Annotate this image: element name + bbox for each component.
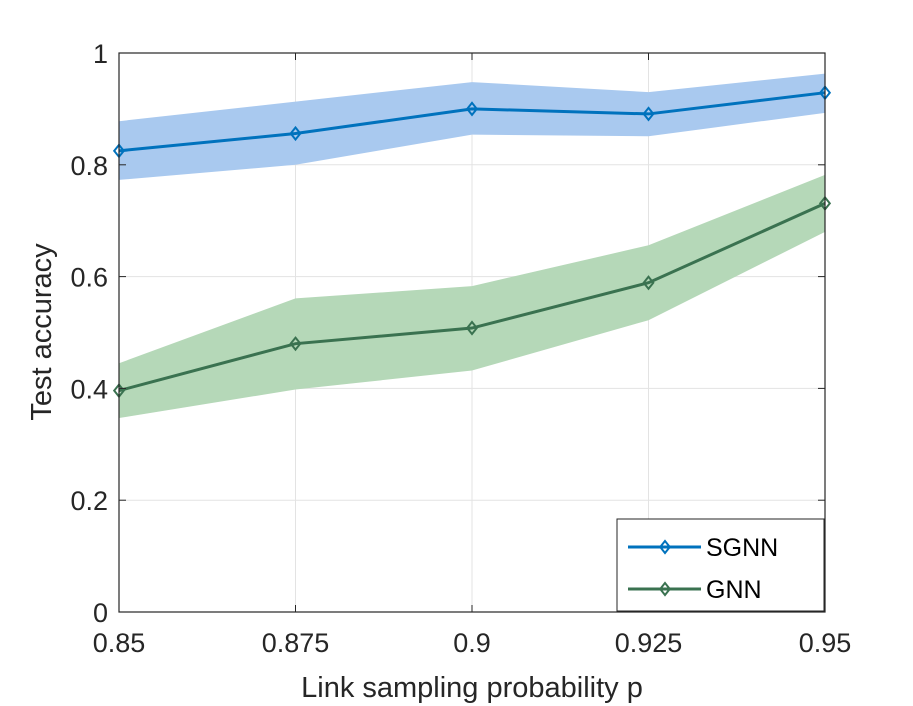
sgnn-point	[465, 101, 479, 117]
x-tick-label: 0.9	[453, 628, 491, 658]
gnn-confidence-band	[119, 174, 825, 419]
x-axis-label: Link sampling probability p	[301, 672, 643, 704]
y-tick-label: 0.4	[70, 374, 108, 404]
legend: SGNN GNN	[616, 518, 825, 612]
y-tick-label: 0	[93, 598, 108, 628]
gnn-series-line	[118, 202, 826, 393]
x-axis-ticks: 0.85 0.875 0.9 0.925 0.95	[93, 53, 852, 658]
x-tick-label: 0.875	[262, 628, 330, 658]
x-tick-label: 0.95	[799, 628, 852, 658]
y-tick-label: 0.2	[70, 486, 108, 516]
x-tick-label: 0.925	[615, 628, 683, 658]
gnn-point	[642, 275, 655, 291]
y-tick-label: 0.6	[70, 263, 108, 293]
gnn-legend-label: GNN	[706, 576, 762, 604]
sgnn-confidence-band	[119, 73, 825, 180]
sgnn-point	[289, 125, 302, 142]
series-lines	[118, 91, 826, 393]
sgnn-point	[642, 106, 655, 122]
y-tick-label: 0.8	[70, 151, 108, 181]
x-tick-label: 0.85	[93, 628, 146, 658]
sgnn-legend-marker	[658, 539, 672, 555]
y-axis-ticks: 0 0.2 0.4 0.6 0.8 1	[70, 39, 825, 628]
y-tick-label: 1	[93, 39, 108, 69]
y-axis-label: Test accuracy	[26, 243, 58, 421]
legend-box	[616, 518, 825, 612]
gnn-legend-marker	[658, 581, 672, 597]
sgnn-series-line	[118, 91, 826, 153]
confidence-bands	[119, 73, 825, 419]
gnn-point	[289, 336, 302, 352]
sgnn-legend-label: SGNN	[706, 534, 778, 562]
gnn-point	[465, 320, 479, 336]
